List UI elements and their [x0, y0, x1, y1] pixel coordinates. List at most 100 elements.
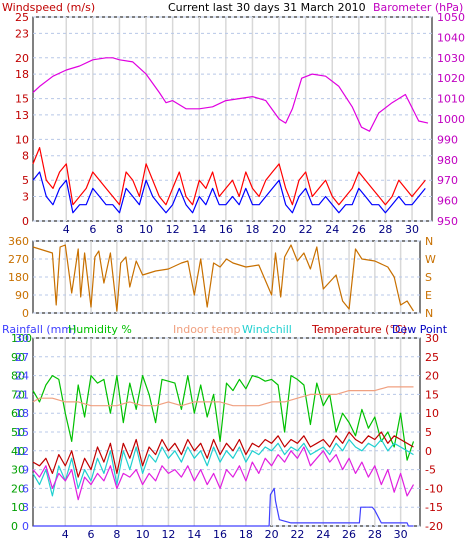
- y-left-tick-18: 18: [15, 68, 29, 81]
- y-right-tick-1030: 1030: [437, 52, 465, 65]
- y-left-tick-60: 60: [11, 407, 25, 420]
- series-temperature: [32, 375, 415, 527]
- series-line-wind-direction: [32, 244, 415, 312]
- y-rain-tick-27: 27: [15, 351, 29, 364]
- x-tick-label-8: 8: [116, 223, 123, 236]
- left-axis-label-windspeed: Windspeed (m/s): [2, 1, 95, 14]
- x-tick-label-12: 12: [161, 528, 175, 541]
- y-left-tick-30: 30: [11, 464, 25, 477]
- y-left-tick-20: 20: [15, 52, 29, 65]
- y-rain-tick-24: 24: [15, 370, 29, 383]
- series-wind-barometer: [32, 57, 429, 214]
- y-left-tick-50: 50: [11, 426, 25, 439]
- x-tick-label-12: 12: [166, 223, 180, 236]
- y-right-tick-0: 0: [425, 445, 432, 458]
- x-tick-label-8: 8: [113, 528, 120, 541]
- panel-wind-barometer: 4 6 8 10 12 14 16 18 20 22 24 26 28 30 0 3 5 8 10 13 15 18 20…: [2, 1, 465, 236]
- legend-item-dew-point: Dew Point: [392, 323, 448, 336]
- y-axis-ticks-rainfall: 0 3 6 9 12 15 18 21 24 27 30: [15, 332, 29, 533]
- x-tick-label-18: 18: [239, 528, 253, 541]
- series-line-indoor-temp: [32, 386, 414, 407]
- series-line-rainfall-mm: [33, 487, 414, 527]
- y-rain-tick-9: 9: [22, 464, 29, 477]
- y-left-tick-0: 0: [22, 307, 29, 320]
- series-line-windspeed-m-s: [32, 171, 426, 214]
- legend-item-indoor-temp: Indoor temp: [173, 323, 240, 336]
- y-right-tick-1040: 1040: [437, 31, 465, 44]
- y-right-tick-1050: 1050: [437, 11, 465, 24]
- y-axis-ticks-barometer: 950 960 970 980 990 1000 1010 1020 1030 1040 1050: [437, 11, 465, 228]
- x-tick-label-20: 20: [265, 528, 279, 541]
- series-line-temperature-c: [32, 431, 414, 478]
- y-right-tick-950: 950: [437, 215, 458, 228]
- series-wind-direction: [32, 244, 415, 312]
- compass-label-1: W: [425, 253, 436, 266]
- y-right-tick-1010: 1010: [437, 93, 465, 106]
- y-left-tick-13: 13: [15, 109, 29, 122]
- y-right-tick-990: 990: [437, 133, 458, 146]
- y-left-tick-0: 0: [22, 215, 29, 228]
- y-left-tick-3: 3: [22, 191, 29, 204]
- legend-item-temperature-c: Temperature (°C): [311, 323, 407, 336]
- grid-wind: [33, 16, 432, 222]
- y-right-tick-25: 25: [425, 351, 439, 364]
- x-tick-label-4: 4: [62, 528, 69, 541]
- y-right-tick-15: -15: [425, 501, 443, 514]
- y-rain-tick-21: 21: [15, 388, 29, 401]
- y-right-tick-15: 15: [425, 388, 439, 401]
- x-tick-label-18: 18: [245, 223, 259, 236]
- legend-item-humidity: Humidity %: [68, 323, 132, 336]
- x-tick-label-28: 28: [378, 223, 392, 236]
- y-left-tick-8: 8: [22, 150, 29, 163]
- x-tick-label-10: 10: [136, 528, 150, 541]
- y-axis-ticks-degrees: 0 90 180 270 360: [8, 235, 29, 320]
- y-left-tick-23: 23: [15, 27, 29, 40]
- y-right-tick-20: 20: [425, 370, 439, 383]
- y-right-tick-1000: 1000: [437, 113, 465, 126]
- x-tick-label-14: 14: [187, 528, 201, 541]
- y-left-tick-100: 100: [11, 332, 32, 345]
- y-right-tick-980: 980: [437, 154, 458, 167]
- x-tick-label-28: 28: [368, 528, 382, 541]
- x-tick-label-14: 14: [192, 223, 206, 236]
- y-left-tick-25: 25: [15, 11, 29, 24]
- y-rain-tick-18: 18: [15, 407, 29, 420]
- y-left-tick-90: 90: [11, 351, 25, 364]
- legend-temperature: Rainfall (mm)Humidity % Indoor temp Windch…: [2, 323, 448, 336]
- y-right-tick-5: 5: [425, 426, 432, 439]
- y-rain-tick-15: 15: [15, 426, 29, 439]
- x-tick-label-20: 20: [272, 223, 286, 236]
- x-tick-label-30: 30: [405, 223, 419, 236]
- x-tick-label-6: 6: [88, 528, 95, 541]
- y-left-tick-80: 80: [11, 370, 25, 383]
- y-rain-tick-30: 30: [15, 332, 29, 345]
- x-tick-label-24: 24: [325, 223, 339, 236]
- y-left-tick-20: 20: [11, 482, 25, 495]
- y-left-tick-40: 40: [11, 445, 25, 458]
- y-left-tick-180: 180: [8, 271, 29, 284]
- y-rain-tick-6: 6: [22, 482, 29, 495]
- y-axis-ticks-temperature: -20 -15 -10 -5 0 5 10 15 20 25 30: [425, 332, 443, 533]
- y-left-tick-70: 70: [11, 388, 25, 401]
- y-left-tick-10: 10: [15, 133, 29, 146]
- x-tick-label-22: 22: [290, 528, 304, 541]
- series-line-dew-point: [32, 446, 415, 501]
- panel-temperature: 4 6 8 10 12 14 16 18 20 22 24 26 28 30 01020304050607…: [2, 323, 448, 541]
- x-tick-label-16: 16: [219, 223, 233, 236]
- x-axis-ticks-wind: 4 6 8 10 12 14 16 18 20 22 24 26 28 30: [63, 223, 419, 236]
- x-tick-label-26: 26: [352, 223, 366, 236]
- y-right-tick-1020: 1020: [437, 72, 465, 85]
- plot-area-wind: [32, 16, 433, 222]
- y-right-tick-30: 30: [425, 332, 439, 345]
- compass-label-0: N: [425, 235, 433, 248]
- chart-title: Current last 30 days 31 March 2010: [168, 1, 366, 14]
- legend-item-rainfall-mm: Rainfall (mm): [2, 323, 76, 336]
- grid-direction: [33, 240, 420, 314]
- series-line-barometer-hpa: [32, 57, 429, 132]
- y-right-tick-970: 970: [437, 174, 458, 187]
- y-left-tick-360: 360: [8, 235, 29, 248]
- legend-item-windchill: Windchill: [242, 323, 292, 336]
